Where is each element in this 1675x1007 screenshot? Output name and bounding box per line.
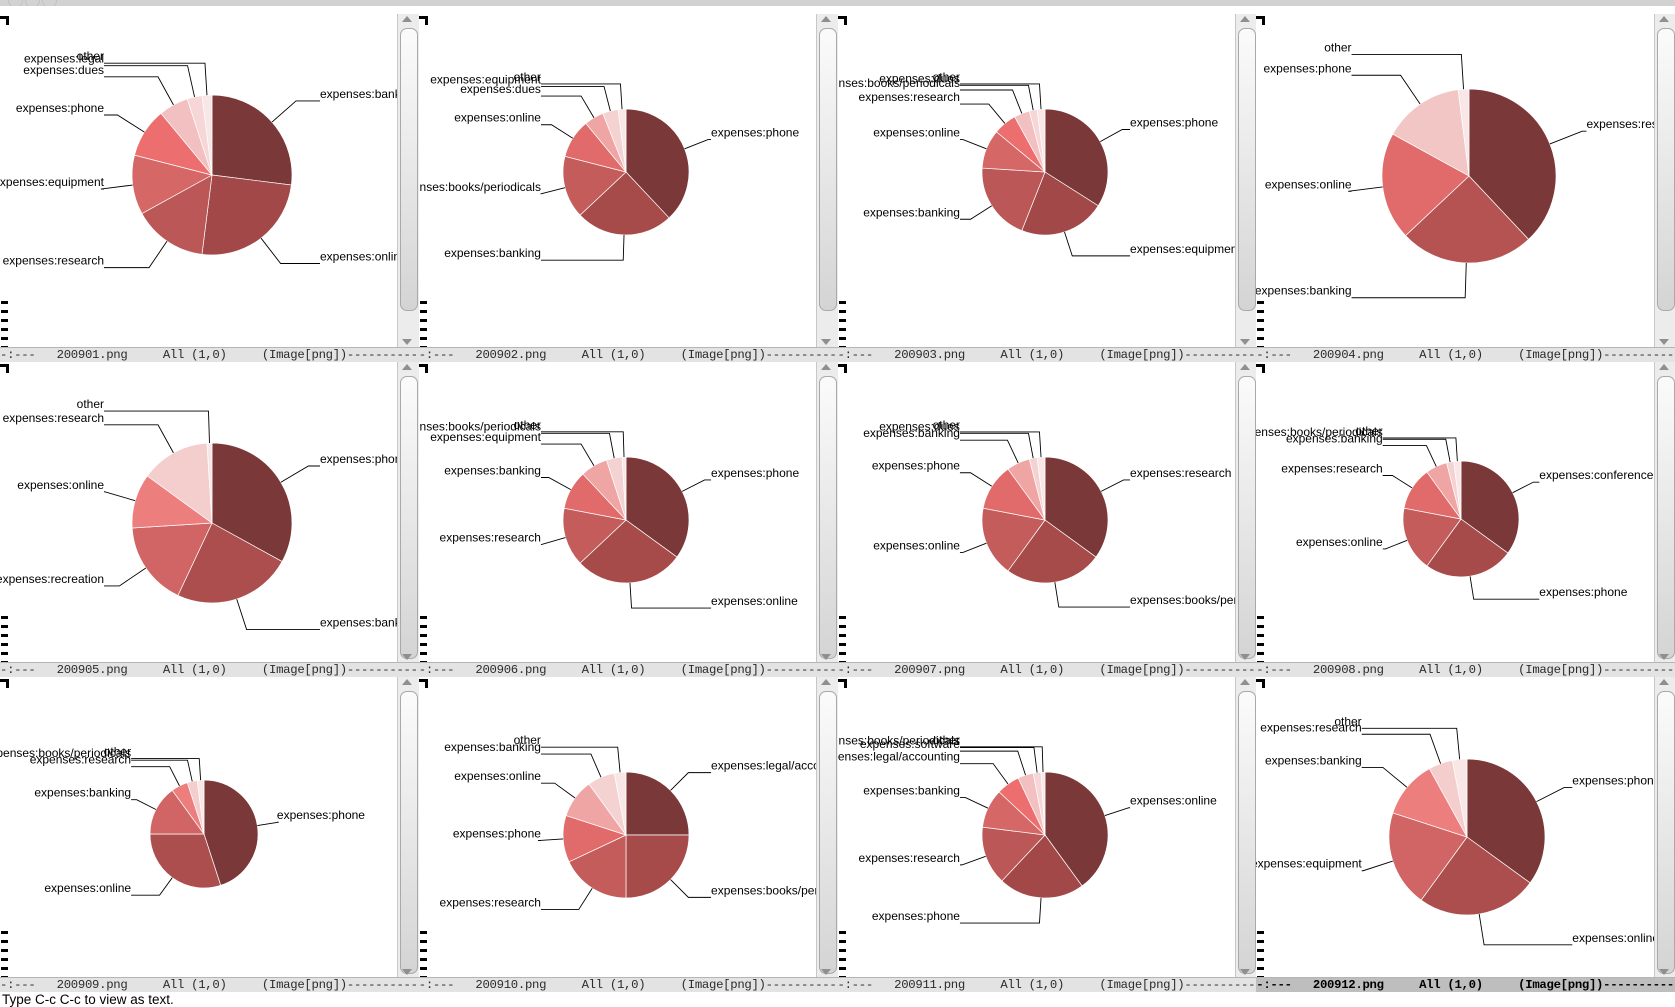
svg-text:expenses:banking: expenses:banking: [34, 786, 131, 800]
svg-text:expenses:online: expenses:online: [873, 538, 960, 552]
svg-text:expenses:equipment: expenses:equipment: [0, 175, 105, 189]
svg-text:expenses:research: expenses:research: [858, 90, 959, 104]
svg-text:expenses:books/periodicals: expenses:books/periodicals: [419, 180, 541, 194]
svg-text:expenses:legal/accounting: expenses:legal/accounting: [838, 750, 960, 764]
svg-text:expenses:equipment: expenses:equipment: [1130, 242, 1237, 256]
svg-text:expenses:online: expenses:online: [44, 881, 131, 895]
svg-text:expenses:online: expenses:online: [711, 594, 798, 608]
svg-text:other: other: [513, 418, 540, 432]
svg-text:expenses:phone: expenses:phone: [871, 459, 959, 473]
svg-text:expenses:phone: expenses:phone: [1573, 773, 1655, 787]
svg-text:expenses:banking: expenses:banking: [1265, 753, 1362, 767]
svg-text:other: other: [77, 49, 104, 63]
svg-text:expenses:banking: expenses:banking: [863, 783, 960, 797]
svg-text:expenses:books/periodicals: expenses:books/periodicals: [711, 883, 818, 897]
svg-text:expenses:online: expenses:online: [1130, 794, 1217, 808]
svg-text:expenses:phone: expenses:phone: [711, 466, 799, 480]
svg-text:other: other: [77, 397, 104, 411]
svg-text:expenses:online: expenses:online: [454, 111, 541, 125]
svg-text:expenses:phone: expenses:phone: [1130, 116, 1218, 130]
svg-text:expenses:legal/accounting: expenses:legal/accounting: [711, 759, 818, 773]
svg-text:expenses:online: expenses:online: [1573, 931, 1655, 945]
svg-text:expenses:banking: expenses:banking: [444, 464, 541, 478]
svg-text:expenses:research: expenses:research: [858, 851, 959, 865]
svg-text:expenses:phone: expenses:phone: [1540, 585, 1628, 599]
svg-text:expenses:phone: expenses:phone: [453, 827, 541, 841]
svg-text:expenses:research: expenses:research: [439, 531, 540, 545]
svg-text:other: other: [513, 733, 540, 747]
svg-text:other: other: [932, 733, 959, 747]
svg-text:expenses:online: expenses:online: [17, 478, 104, 492]
svg-text:expenses:research: expenses:research: [3, 254, 104, 268]
svg-text:other: other: [1324, 40, 1351, 54]
svg-text:other: other: [104, 745, 131, 759]
svg-text:expenses:research: expenses:research: [1130, 466, 1231, 480]
svg-text:expenses:online: expenses:online: [320, 250, 399, 264]
svg-text:expenses:phone: expenses:phone: [871, 909, 959, 923]
svg-text:expenses:banking: expenses:banking: [1256, 284, 1352, 298]
svg-text:other: other: [932, 418, 959, 432]
svg-text:expenses:recreation: expenses:recreation: [0, 572, 104, 586]
svg-text:expenses:banking: expenses:banking: [320, 87, 399, 101]
svg-text:expenses:phone: expenses:phone: [711, 126, 799, 140]
svg-text:expenses:online: expenses:online: [1296, 535, 1383, 549]
svg-text:expenses:phone: expenses:phone: [16, 101, 104, 115]
svg-text:other: other: [1356, 424, 1383, 438]
svg-text:expenses:research: expenses:research: [3, 411, 104, 425]
svg-text:expenses:research: expenses:research: [1587, 117, 1655, 131]
svg-text:expenses:conference: expenses:conference: [1540, 468, 1654, 482]
svg-text:expenses:phone: expenses:phone: [277, 808, 365, 822]
svg-text:expenses:banking: expenses:banking: [444, 246, 541, 260]
svg-text:expenses:research: expenses:research: [1282, 461, 1383, 475]
svg-text:expenses:phone: expenses:phone: [320, 452, 399, 466]
svg-text:expenses:online: expenses:online: [454, 769, 541, 783]
svg-text:expenses:equipment: expenses:equipment: [1256, 857, 1362, 871]
svg-text:other: other: [513, 70, 540, 84]
svg-text:expenses:banking: expenses:banking: [320, 616, 399, 630]
svg-text:expenses:phone: expenses:phone: [1264, 61, 1352, 75]
svg-text:expenses:banking: expenses:banking: [863, 205, 960, 219]
svg-text:other: other: [1335, 714, 1362, 728]
svg-text:expenses:online: expenses:online: [873, 126, 960, 140]
svg-text:expenses:research: expenses:research: [439, 895, 540, 909]
svg-text:expenses:online: expenses:online: [1265, 177, 1352, 191]
svg-text:other: other: [932, 70, 959, 84]
svg-text:expenses:books/periodicals: expenses:books/periodicals: [1130, 593, 1237, 607]
